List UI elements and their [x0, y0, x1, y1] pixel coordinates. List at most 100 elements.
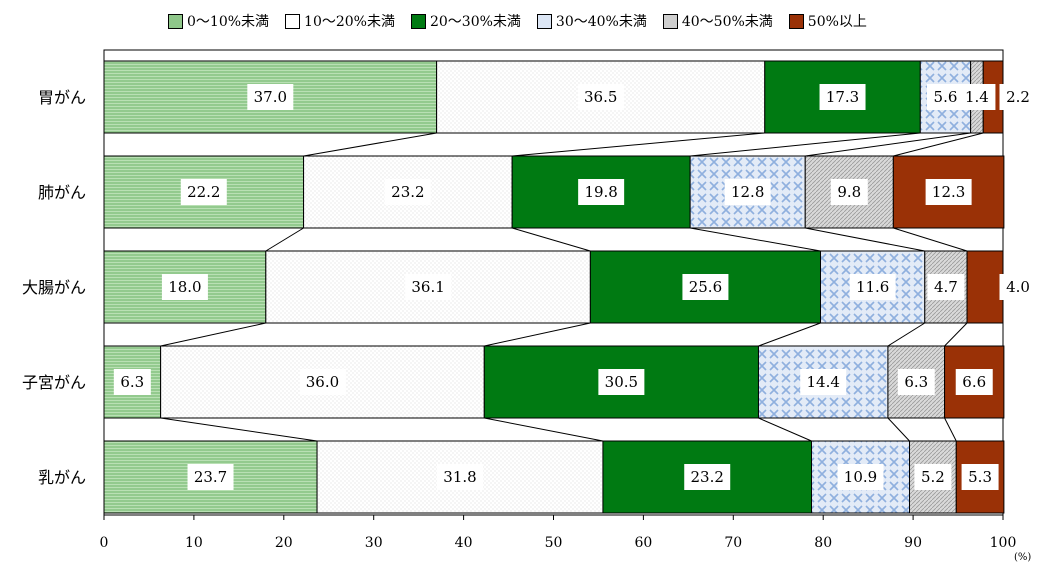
data-label: 10.9: [844, 468, 877, 486]
x-tick-label: 80: [814, 535, 832, 551]
data-label-box: [161, 274, 208, 300]
data-label: 17.3: [826, 88, 859, 106]
data-label-box: [113, 369, 151, 395]
data-label: 36.5: [584, 88, 617, 106]
series-line: [690, 227, 821, 252]
data-label-box: [578, 179, 625, 205]
legend-swatch-10-20: [285, 13, 301, 29]
series-line: [893, 227, 968, 252]
data-label: 14.4: [806, 373, 839, 391]
legend-label-50-plus: 50%以上: [807, 14, 867, 30]
data-label-box: [999, 274, 1037, 300]
data-label: 1.4: [965, 88, 989, 106]
data-label: 11.6: [856, 278, 889, 296]
category-label: 乳がん: [38, 468, 86, 487]
x-tick-label: 50: [545, 535, 563, 551]
legend-item-0-10: 0～10%未満: [168, 11, 269, 31]
series-line: [160, 322, 266, 347]
data-label: 22.2: [187, 183, 220, 201]
data-label: 6.3: [120, 373, 144, 391]
data-label-box: [914, 464, 952, 490]
data-label: 12.8: [731, 183, 764, 201]
legend-item-10-20: 10～20%未満: [285, 11, 395, 31]
x-tick-label: 30: [365, 535, 383, 551]
series-line: [160, 417, 318, 442]
x-tick-label: 90: [904, 535, 922, 551]
series-line: [893, 132, 984, 157]
legend-label-10-20: 10～20%未満: [304, 14, 395, 30]
data-label: 4.7: [934, 278, 958, 296]
data-label: 6.3: [904, 373, 928, 391]
data-label-box: [405, 274, 452, 300]
series-line: [758, 417, 812, 442]
series-line: [690, 132, 921, 157]
data-label-box: [819, 84, 866, 110]
series-line: [265, 227, 304, 252]
data-label-box: [927, 274, 965, 300]
data-label: 2.2: [1006, 88, 1030, 106]
series-line: [887, 417, 910, 442]
data-label: 9.8: [837, 183, 861, 201]
data-label-box: [830, 179, 868, 205]
x-tick-label: 40: [455, 535, 473, 551]
data-label-box: [598, 369, 645, 395]
bar-segment: [103, 345, 162, 419]
data-label: 6.6: [962, 373, 986, 391]
data-label: 23.2: [391, 183, 424, 201]
data-label-box: [837, 464, 884, 490]
data-label: 30.5: [605, 373, 638, 391]
data-label: 25.6: [689, 278, 722, 296]
legend-swatch-30-40: [536, 13, 552, 29]
legend-swatch-20-30: [410, 13, 426, 29]
data-label-box: [299, 369, 346, 395]
x-tick-label: 70: [724, 535, 742, 551]
data-label-box: [187, 464, 234, 490]
data-label-box: [247, 84, 294, 110]
legend-label-0-10: 0～10%未満: [187, 14, 270, 30]
data-label-box: [437, 464, 484, 490]
series-line: [484, 417, 604, 442]
data-label: 4.0: [1006, 278, 1030, 296]
data-label-box: [961, 464, 999, 490]
data-label-box: [577, 84, 624, 110]
x-tick-label: 0: [100, 535, 109, 551]
data-label: 18.0: [168, 278, 201, 296]
series-line: [758, 322, 821, 347]
legend-swatch-50-plus: [788, 13, 804, 29]
data-label-box: [724, 179, 771, 205]
data-label: 5.3: [968, 468, 992, 486]
data-label: 37.0: [254, 88, 287, 106]
data-label-box: [384, 179, 431, 205]
data-label-box: [926, 84, 964, 110]
data-label-box: [955, 369, 993, 395]
x-tick-label: 10: [185, 535, 203, 551]
data-label-box: [180, 179, 227, 205]
x-tick-label: 100: [990, 535, 1017, 551]
data-label: 23.7: [194, 468, 227, 486]
bar-segment: [966, 250, 1004, 324]
legend-item-20-30: 20～30%未満: [410, 11, 521, 31]
data-label-box: [849, 274, 896, 300]
legend: 0～10%未満 10～20%未満 20～30%未満 30～40%未満 40～50…: [168, 9, 867, 33]
data-label: 23.2: [691, 468, 724, 486]
data-label-box: [897, 369, 935, 395]
legend-swatch-40-50: [662, 13, 678, 29]
data-label: 12.3: [932, 183, 965, 201]
data-label: 5.6: [934, 88, 958, 106]
series-line: [512, 132, 765, 157]
data-label: 36.0: [306, 373, 339, 391]
x-tick-label: 20: [275, 535, 293, 551]
x-tick-label: 60: [634, 535, 652, 551]
category-label: 肺がん: [38, 183, 86, 202]
data-label-box: [999, 84, 1037, 110]
data-label: 36.1: [411, 278, 444, 296]
series-line: [805, 132, 971, 157]
legend-item-40-50: 40～50%未満: [662, 11, 773, 31]
data-label-box: [925, 179, 972, 205]
data-label-box: [800, 369, 847, 395]
series-line: [944, 417, 957, 442]
data-label: 31.8: [443, 468, 476, 486]
data-label-box: [684, 464, 731, 490]
